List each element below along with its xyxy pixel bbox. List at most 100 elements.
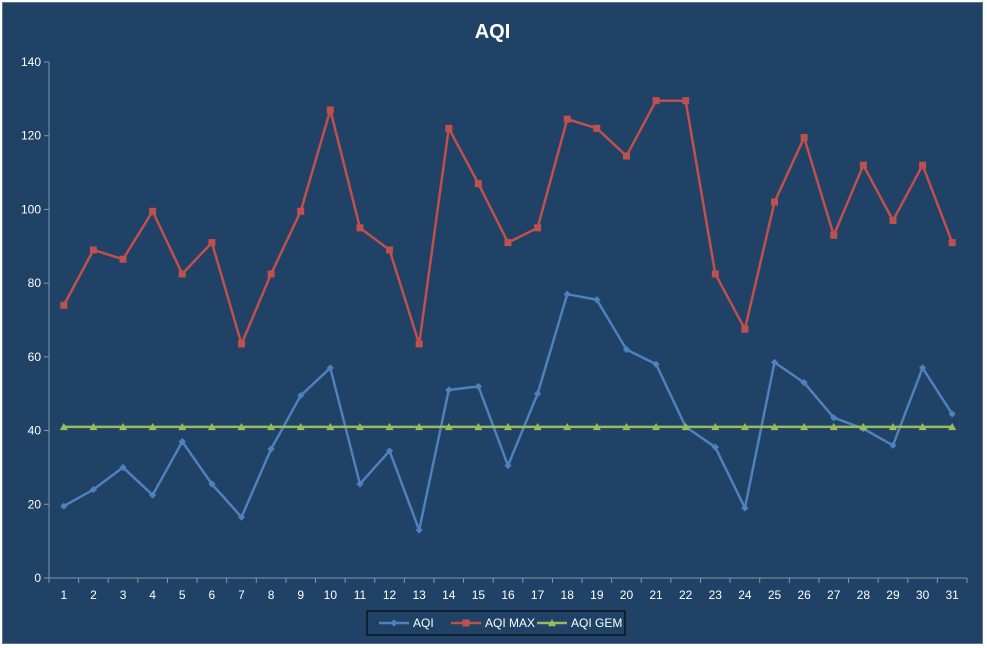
data-point-aqi bbox=[119, 463, 127, 472]
data-point-aqi-gem bbox=[237, 422, 246, 431]
y-tick-label: 40 bbox=[28, 424, 42, 438]
data-point-aqi-gem bbox=[681, 422, 690, 431]
x-tick-label: 24 bbox=[738, 588, 752, 602]
data-point-aqi-max bbox=[948, 239, 956, 247]
data-point-aqi bbox=[563, 290, 571, 298]
data-point-aqi-max bbox=[356, 224, 364, 232]
x-tick-label: 17 bbox=[531, 588, 545, 602]
x-tick-label: 15 bbox=[472, 588, 486, 602]
data-point-aqi bbox=[593, 296, 601, 304]
legend-label-aqi-max: AQI MAX bbox=[485, 616, 535, 630]
data-point-aqi-max bbox=[237, 340, 245, 348]
data-point-aqi-max bbox=[622, 152, 630, 160]
x-tick-label: 26 bbox=[797, 588, 811, 602]
legend-box bbox=[366, 610, 626, 636]
x-tick-label: 5 bbox=[179, 588, 186, 602]
data-point-aqi-gem bbox=[444, 422, 453, 431]
data-point-aqi-max bbox=[859, 161, 867, 169]
y-tick-label: 0 bbox=[34, 571, 41, 585]
legend: AQI AQI MAX AQI GEM bbox=[366, 610, 626, 636]
data-point-aqi-gem bbox=[385, 422, 394, 431]
data-point-aqi-gem bbox=[355, 422, 364, 431]
x-tick-label: 30 bbox=[916, 588, 930, 602]
x-tick-label: 13 bbox=[412, 588, 426, 602]
x-tick-label: 19 bbox=[590, 588, 604, 602]
data-point-aqi-gem bbox=[178, 422, 187, 431]
x-tick-label: 22 bbox=[679, 588, 693, 602]
x-tick-label: 14 bbox=[442, 588, 456, 602]
y-tick-label: 100 bbox=[21, 202, 41, 216]
data-point-aqi bbox=[889, 441, 897, 449]
y-tick-label: 60 bbox=[28, 350, 42, 364]
data-point-aqi-max bbox=[563, 115, 571, 123]
data-point-aqi bbox=[208, 480, 216, 488]
data-point-aqi-gem bbox=[711, 422, 720, 431]
data-point-aqi-max bbox=[415, 340, 423, 348]
x-tick-label: 29 bbox=[886, 588, 900, 602]
data-point-aqi bbox=[326, 364, 334, 372]
data-point-aqi-gem bbox=[89, 422, 98, 431]
data-point-aqi bbox=[918, 364, 927, 372]
data-point-aqi-gem bbox=[859, 422, 868, 431]
data-point-aqi bbox=[445, 386, 453, 394]
data-point-aqi-gem bbox=[504, 422, 512, 431]
data-point-aqi-gem bbox=[267, 422, 276, 431]
data-point-aqi-max bbox=[504, 239, 512, 247]
x-tick-label: 25 bbox=[768, 588, 782, 602]
data-point-aqi-max bbox=[208, 239, 216, 247]
data-point-aqi-gem bbox=[948, 422, 957, 431]
data-point-aqi-gem bbox=[622, 422, 631, 431]
data-point-aqi-gem bbox=[415, 422, 424, 431]
x-tick-label: 9 bbox=[297, 588, 304, 602]
data-point-aqi-gem bbox=[592, 422, 601, 431]
legend-marker-aqi-gem bbox=[548, 619, 556, 627]
x-tick-label: 21 bbox=[649, 588, 663, 602]
x-tick-label: 28 bbox=[857, 588, 871, 602]
legend-label-aqi: AQI bbox=[413, 616, 434, 630]
series-aqi bbox=[60, 290, 956, 534]
data-point-aqi bbox=[237, 513, 246, 521]
series-line-aqi bbox=[63, 292, 954, 532]
data-point-aqi-max bbox=[741, 325, 749, 333]
data-point-aqi-max bbox=[593, 124, 601, 132]
data-point-aqi-gem bbox=[652, 422, 661, 431]
data-point-aqi-max bbox=[474, 180, 482, 188]
data-point-aqi-gem bbox=[474, 422, 483, 431]
data-point-aqi bbox=[267, 445, 275, 453]
data-point-aqi bbox=[830, 414, 838, 422]
data-point-aqi-gem bbox=[888, 422, 897, 431]
data-point-aqi-gem bbox=[326, 422, 335, 431]
x-tick-label: 23 bbox=[709, 588, 723, 602]
x-tick-label: 31 bbox=[946, 588, 960, 602]
data-point-aqi bbox=[415, 526, 423, 534]
data-point-aqi-max bbox=[445, 124, 453, 132]
data-point-aqi-gem bbox=[770, 422, 779, 431]
data-point-aqi-max bbox=[149, 207, 157, 215]
data-point-aqi-gem bbox=[800, 422, 809, 431]
data-point-aqi-max bbox=[682, 97, 690, 105]
data-point-aqi bbox=[356, 480, 364, 488]
data-point-aqi-max bbox=[119, 255, 127, 263]
x-tick-label: 12 bbox=[383, 588, 397, 602]
data-point-aqi bbox=[149, 491, 157, 499]
data-point-aqi-max bbox=[771, 198, 779, 206]
data-point-aqi bbox=[89, 485, 98, 494]
x-tick-label: 7 bbox=[238, 588, 245, 602]
data-point-aqi-gem bbox=[740, 422, 749, 431]
data-point-aqi-gem bbox=[59, 422, 68, 431]
data-point-aqi bbox=[741, 504, 749, 512]
data-point-aqi-gem bbox=[563, 422, 572, 431]
data-point-aqi bbox=[770, 358, 779, 366]
series-aqi-gem bbox=[59, 422, 957, 431]
x-tick-label: 3 bbox=[120, 588, 127, 602]
y-tick-label: 20 bbox=[28, 497, 42, 511]
y-tick-label: 140 bbox=[21, 55, 41, 69]
data-point-aqi bbox=[800, 379, 808, 387]
data-point-aqi-gem bbox=[148, 422, 157, 431]
data-point-aqi-max bbox=[889, 216, 897, 224]
data-point-aqi-max bbox=[711, 270, 719, 278]
series-line-aqi-max bbox=[62, 99, 954, 346]
